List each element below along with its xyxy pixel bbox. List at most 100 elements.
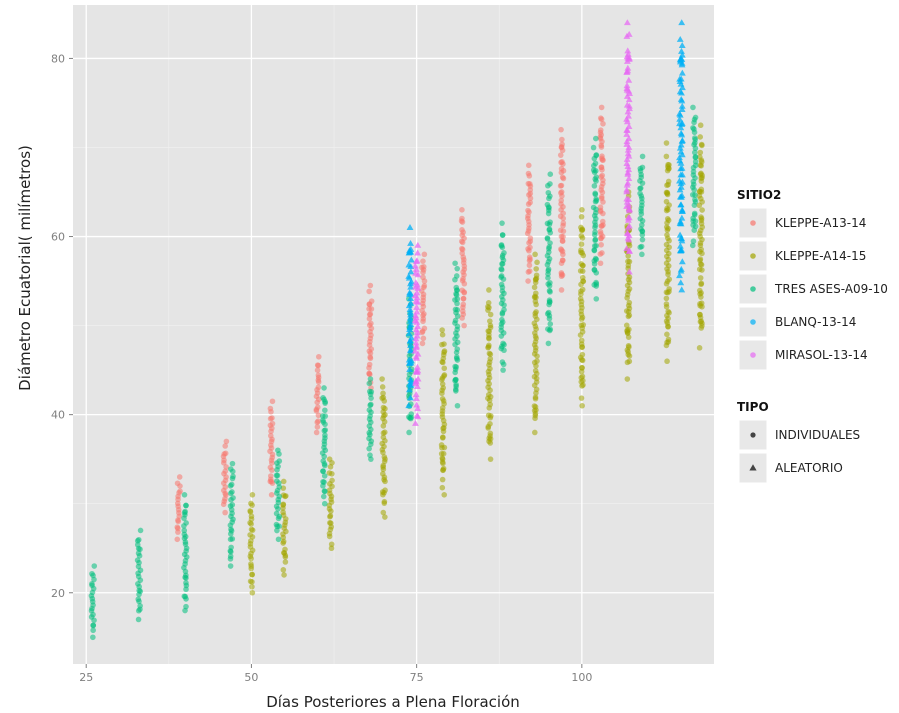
data-point <box>689 242 696 249</box>
data-point <box>558 287 565 293</box>
data-point <box>579 207 585 213</box>
data-point <box>665 164 671 170</box>
data-point-triangle <box>407 376 414 383</box>
data-point <box>135 607 142 614</box>
data-point-triangle <box>623 68 631 75</box>
data-point <box>697 275 704 281</box>
data-point <box>487 322 494 329</box>
y-tick-label: 40 <box>51 409 65 422</box>
data-point-triangle <box>406 224 414 230</box>
data-point <box>322 413 329 419</box>
data-point-triangle <box>625 96 633 103</box>
data-point <box>420 335 427 342</box>
data-point <box>525 162 532 169</box>
data-point <box>326 470 333 476</box>
data-point <box>267 405 274 412</box>
data-point-triangle <box>624 108 632 115</box>
data-point-triangle <box>412 326 420 333</box>
data-point <box>546 226 553 233</box>
data-point-triangle <box>408 334 415 341</box>
data-point <box>578 395 585 401</box>
data-point <box>592 190 598 197</box>
data-point <box>485 423 492 430</box>
data-point <box>557 152 564 158</box>
data-point-triangle <box>625 123 633 129</box>
data-point <box>697 256 704 262</box>
data-point-triangle <box>413 363 421 370</box>
data-point <box>546 301 552 308</box>
data-point-triangle <box>678 106 686 112</box>
x-tick-label: 25 <box>79 671 93 684</box>
data-point <box>249 571 255 578</box>
data-point <box>545 204 552 210</box>
data-point <box>531 294 538 301</box>
data-point-triangle <box>407 239 414 246</box>
data-point <box>527 235 534 242</box>
data-point <box>326 456 333 462</box>
data-point <box>320 468 326 475</box>
data-point <box>183 603 189 610</box>
data-point <box>380 509 387 516</box>
data-point <box>181 593 188 600</box>
data-point <box>367 376 374 382</box>
data-point <box>452 386 459 393</box>
data-point <box>578 233 585 239</box>
data-point <box>577 295 584 302</box>
data-point-triangle <box>678 137 686 143</box>
data-point <box>421 283 428 289</box>
data-point <box>327 520 333 526</box>
data-point <box>452 297 458 303</box>
data-point-triangle <box>623 85 631 91</box>
data-point <box>499 232 506 238</box>
data-point <box>275 536 282 543</box>
data-point <box>532 251 538 258</box>
x-tick-label: 75 <box>410 671 424 684</box>
data-point <box>578 379 585 385</box>
data-point <box>501 307 507 313</box>
data-point <box>527 256 533 263</box>
data-point <box>181 491 188 498</box>
data-point-triangle <box>406 306 414 312</box>
data-point <box>452 363 458 370</box>
data-point <box>440 359 446 366</box>
data-point <box>696 287 703 294</box>
data-point <box>439 331 446 338</box>
data-point-triangle <box>677 201 685 208</box>
data-point-triangle <box>411 347 419 354</box>
data-point-triangle <box>677 56 685 63</box>
data-point <box>230 495 236 501</box>
data-point <box>699 320 705 327</box>
data-point <box>90 634 96 641</box>
data-point <box>315 353 322 360</box>
data-point-triangle <box>677 193 685 200</box>
data-point-triangle <box>405 386 413 393</box>
data-point-triangle <box>407 283 415 290</box>
data-point <box>499 220 505 226</box>
data-point <box>600 120 606 127</box>
data-point-triangle <box>678 19 686 26</box>
data-point <box>382 405 388 412</box>
data-point <box>499 359 506 365</box>
data-point-triangle <box>678 42 686 48</box>
data-point <box>380 413 387 419</box>
y-tick-label: 80 <box>51 52 65 65</box>
data-point-triangle <box>407 347 415 354</box>
data-point <box>698 246 704 253</box>
data-point <box>452 376 459 383</box>
data-point-triangle <box>414 367 422 374</box>
data-point <box>459 219 466 225</box>
data-point <box>697 314 704 321</box>
data-point <box>441 365 448 372</box>
data-point <box>366 288 372 295</box>
data-point <box>691 116 698 123</box>
data-point <box>136 587 142 594</box>
data-point-triangle <box>623 195 631 202</box>
data-point <box>366 306 372 312</box>
data-point-triangle <box>678 214 686 221</box>
data-point <box>314 404 321 410</box>
data-point-triangle <box>678 69 686 76</box>
x-axis-title: Días Posteriores a Plena Floración <box>266 693 520 711</box>
data-point <box>486 350 493 357</box>
data-point <box>598 241 604 248</box>
data-point <box>558 247 565 253</box>
